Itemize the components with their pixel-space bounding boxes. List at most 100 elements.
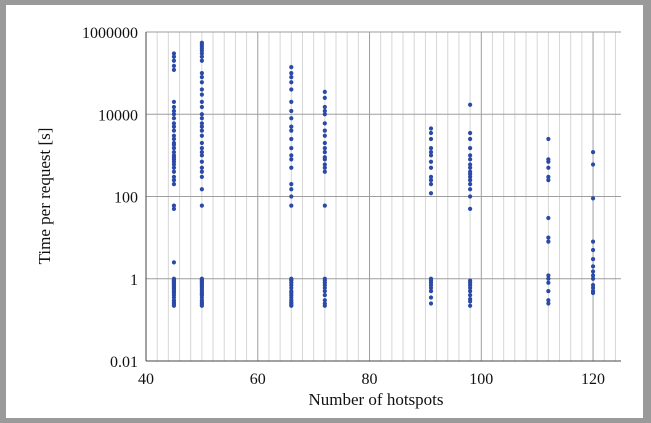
data-point	[289, 128, 294, 133]
data-point	[468, 174, 473, 179]
data-point	[289, 71, 294, 76]
y-axis-title: Time per request [s]	[35, 128, 54, 265]
data-point	[322, 285, 327, 290]
data-point	[468, 303, 473, 308]
data-point	[289, 303, 294, 308]
y-tick-labels: 0.01 1 100 10000 1000000	[82, 25, 138, 371]
data-point	[590, 247, 596, 253]
data-point	[322, 150, 327, 155]
data-point	[199, 75, 204, 80]
data-point	[289, 116, 294, 121]
data-point	[289, 182, 294, 187]
data-point	[322, 140, 327, 146]
data-point	[428, 174, 434, 179]
data-point	[546, 301, 551, 306]
y-tick-label: 0.01	[110, 354, 138, 371]
data-point	[171, 162, 177, 167]
data-point	[590, 269, 596, 274]
data-point	[289, 157, 294, 162]
data-point	[199, 99, 204, 104]
data-point	[289, 136, 294, 142]
data-point	[199, 174, 204, 179]
data-point	[289, 146, 294, 151]
data-point	[289, 187, 294, 192]
data-point	[428, 150, 434, 155]
data-point	[468, 157, 473, 162]
data-point	[468, 187, 473, 192]
data-point	[428, 146, 434, 151]
data-point	[322, 293, 327, 298]
data-point	[171, 99, 177, 104]
data-point	[428, 289, 434, 294]
x-tick-label: 40	[138, 371, 154, 388]
data-point	[171, 136, 177, 142]
data-point	[171, 182, 177, 187]
data-point	[428, 182, 434, 187]
data-point	[199, 128, 204, 133]
data-point	[428, 191, 434, 196]
data-point	[322, 289, 327, 294]
data-point	[322, 104, 327, 110]
data-point	[322, 146, 327, 151]
data-point	[199, 133, 204, 138]
data-point	[468, 102, 473, 107]
data-point	[289, 285, 294, 290]
data-point	[171, 165, 177, 170]
data-point	[199, 87, 204, 92]
data-point	[199, 150, 204, 155]
data-point	[171, 146, 177, 151]
data-point	[546, 289, 551, 294]
data-point	[289, 65, 294, 70]
data-point	[289, 203, 294, 208]
y-tick-label: 100	[114, 190, 138, 207]
data-point	[289, 165, 294, 170]
data-point	[546, 273, 551, 278]
data-point	[171, 128, 177, 133]
data-point	[289, 75, 294, 80]
data-point	[590, 290, 596, 296]
data-point	[199, 284, 204, 289]
data-point	[468, 178, 473, 183]
data-point	[468, 182, 473, 187]
data-point	[171, 112, 177, 117]
data-point	[289, 87, 294, 92]
x-tick-label: 80	[362, 371, 378, 388]
data-point	[428, 153, 434, 158]
data-point	[590, 273, 596, 278]
data-point	[428, 159, 434, 164]
data-point	[590, 285, 596, 290]
data-point	[171, 142, 177, 147]
data-point	[171, 289, 177, 294]
data-point	[199, 51, 204, 56]
data-point	[468, 206, 473, 211]
data-point	[199, 146, 204, 151]
data-point	[199, 116, 204, 121]
data-point	[199, 287, 204, 292]
x-tick-label: 60	[250, 371, 266, 388]
data-point	[199, 140, 204, 146]
data-point	[546, 159, 551, 164]
data-point	[546, 165, 551, 170]
data-point	[428, 285, 434, 290]
data-point	[546, 280, 551, 285]
data-point	[171, 203, 177, 208]
data-point	[428, 126, 434, 131]
major-gridlines	[146, 31, 621, 361]
data-point	[171, 121, 177, 126]
data-point	[468, 146, 473, 151]
data-point	[171, 174, 177, 179]
data-point	[289, 153, 294, 158]
data-point	[546, 174, 551, 179]
data-point	[322, 108, 327, 114]
data-point	[322, 112, 327, 117]
data-point	[322, 203, 327, 208]
data-point	[322, 89, 327, 94]
data-point	[590, 162, 596, 167]
data-point	[322, 128, 327, 133]
data-point	[468, 162, 473, 167]
data-point	[289, 194, 294, 199]
data-point	[199, 187, 204, 192]
data-point	[322, 162, 327, 167]
data-point	[171, 133, 177, 138]
data-point	[171, 108, 177, 114]
